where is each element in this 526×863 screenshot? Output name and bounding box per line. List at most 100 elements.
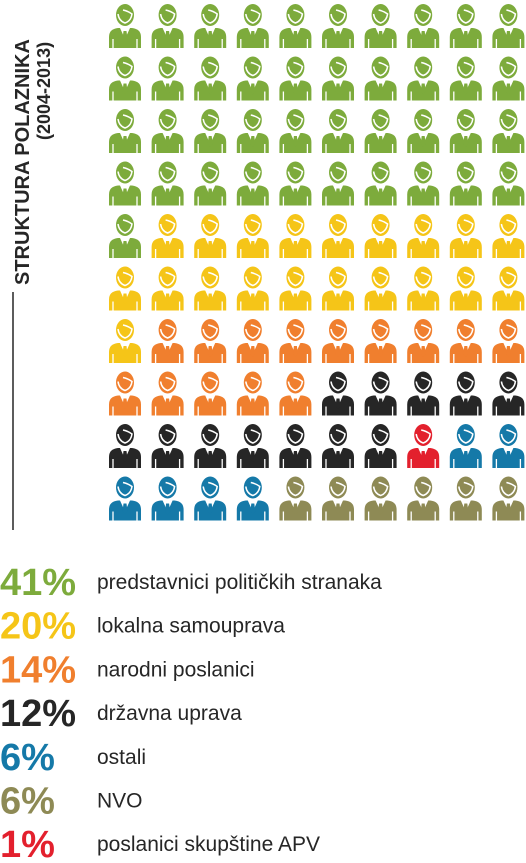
person-icon [236, 214, 269, 258]
icon-body-line [495, 249, 522, 258]
icon-body-line [112, 91, 138, 101]
person-icon [236, 4, 269, 48]
icon-tie [335, 31, 341, 42]
person-icon [407, 476, 440, 521]
person-icon [364, 109, 397, 153]
person-icon [364, 161, 397, 206]
icon-body-line [112, 39, 138, 48]
icon-tie [122, 503, 128, 515]
icon-tie [463, 503, 469, 515]
person-icon [407, 371, 440, 416]
icon-tie [378, 188, 384, 200]
person-icon [364, 56, 397, 101]
icon-body-line [453, 144, 479, 153]
icon-body-line [410, 459, 436, 468]
person-icon [109, 109, 141, 153]
icon-face-line [330, 9, 346, 24]
icon-tie [463, 451, 469, 462]
icon-tie [292, 503, 298, 515]
icon-face-line [245, 61, 261, 77]
icon-body-line [367, 144, 394, 153]
icon-tie [335, 241, 341, 252]
icon-tie [335, 346, 341, 357]
person-icon [151, 476, 184, 521]
icon-face-line [500, 9, 517, 24]
icon-face-line [245, 481, 261, 497]
icon-body-line [154, 91, 181, 101]
icon-tie [165, 241, 171, 252]
icon-body-line [410, 511, 436, 521]
person-icon [407, 424, 440, 468]
icon-body-line [240, 406, 266, 416]
icon-tie [505, 188, 511, 200]
icon-tie [207, 293, 213, 305]
icon-body-line [240, 354, 266, 363]
icon-face-line [500, 61, 517, 77]
icon-tie [463, 346, 469, 357]
person-icon [236, 56, 269, 101]
icon-tie [420, 346, 426, 357]
icon-tie [420, 451, 426, 462]
icon-tie [292, 31, 298, 42]
icon-body-line [197, 301, 223, 311]
person-icon [364, 266, 397, 311]
icon-face-line [202, 271, 219, 287]
icon-tie [165, 398, 171, 410]
icon-tie [463, 188, 469, 200]
person-icon [194, 109, 227, 153]
icon-body-line [240, 39, 266, 48]
icon-face-line [372, 376, 389, 392]
icon-face-line [458, 9, 474, 24]
person-icon [194, 161, 227, 206]
person-icon [109, 266, 141, 311]
legend-value: 6% [0, 737, 55, 779]
legend-value: 41% [0, 562, 76, 604]
icon-face-line [415, 166, 432, 182]
icon-body-line [154, 354, 181, 363]
icon-face-line [500, 219, 517, 234]
icon-tie [505, 241, 511, 252]
person-icon [236, 109, 269, 153]
icon-face-line [287, 481, 304, 497]
icon-tie [292, 241, 298, 252]
icon-tie [463, 398, 469, 410]
icon-face-line [287, 376, 304, 392]
person-icon [194, 4, 227, 48]
icon-tie [335, 188, 341, 200]
person-icon [194, 266, 227, 311]
legend-value: 6% [0, 781, 55, 823]
icon-tie [250, 451, 256, 462]
icon-face-line [202, 61, 219, 77]
icon-face-line [458, 481, 474, 497]
person-icon [492, 424, 525, 468]
person-icon [151, 161, 184, 206]
icon-body-line [154, 406, 181, 416]
person-icon [322, 109, 354, 153]
icon-tie [420, 31, 426, 42]
icon-face-line [372, 481, 389, 497]
icon-tie [378, 451, 384, 462]
icon-body-line [282, 249, 309, 258]
icon-face-line [372, 324, 389, 339]
icon-tie [165, 31, 171, 42]
person-icon [279, 424, 312, 468]
person-icon [109, 476, 141, 521]
icon-face-line [415, 61, 432, 77]
icon-tie [335, 136, 341, 147]
icon-body-line [495, 39, 522, 48]
person-icon [279, 4, 312, 48]
icon-body-line [495, 459, 522, 468]
icon-face-line [500, 271, 517, 287]
icon-body-line [453, 39, 479, 48]
icon-tie [250, 503, 256, 515]
icon-tie [165, 503, 171, 515]
icon-body-line [154, 196, 181, 206]
icon-tie [292, 451, 298, 462]
person-icon [194, 476, 227, 521]
icon-tie [250, 188, 256, 200]
icon-body-line [197, 91, 223, 101]
icon-body-line [495, 511, 522, 521]
icon-body-line [282, 406, 309, 416]
icon-body-line [367, 511, 394, 521]
